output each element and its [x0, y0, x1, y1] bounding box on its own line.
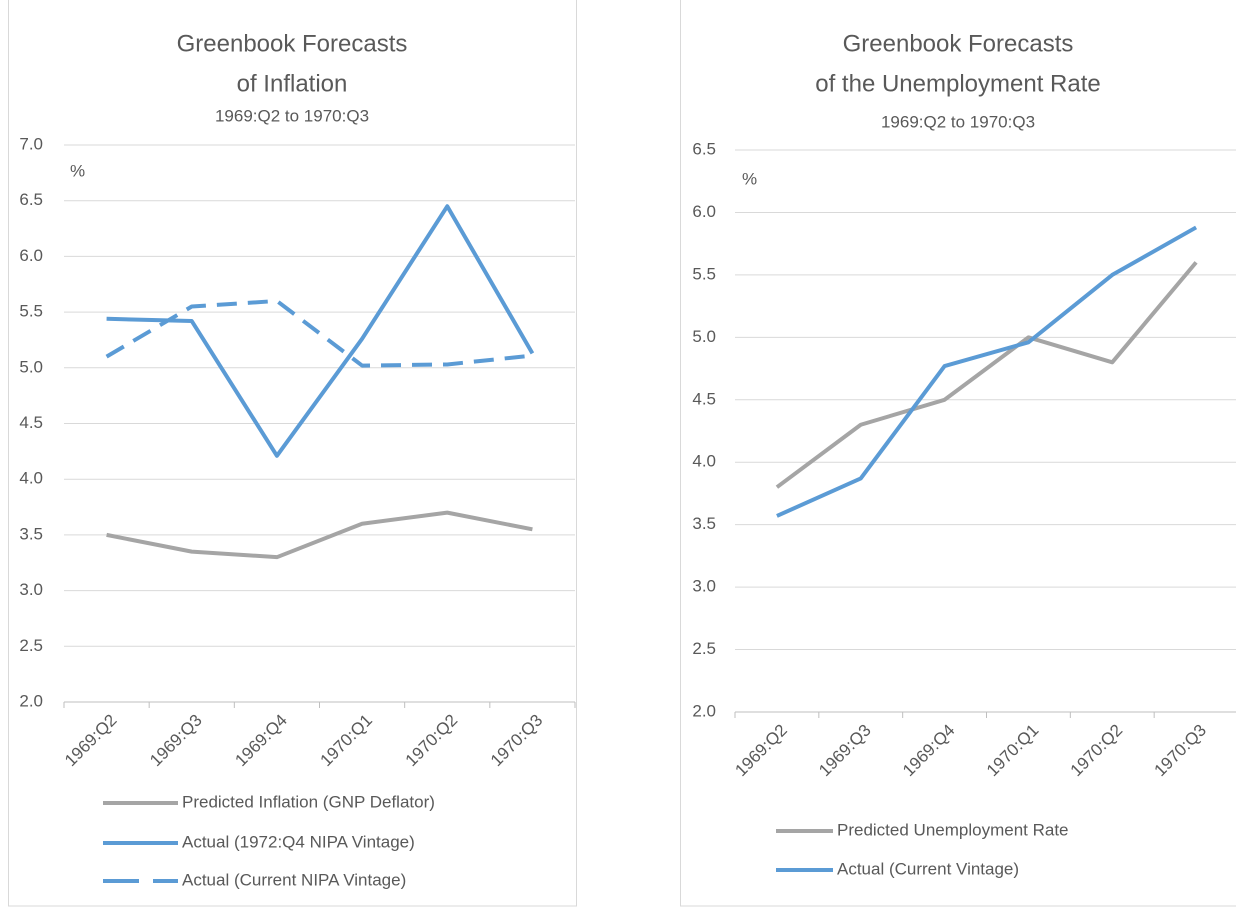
- x-tick-label: 1969:Q4: [231, 711, 291, 771]
- legend-label: Predicted Inflation (GNP Deflator): [182, 792, 435, 811]
- y-tick-label: 6.5: [19, 190, 43, 209]
- y-tick-label: 4.5: [692, 389, 716, 408]
- panel-border: [8, 0, 577, 907]
- y-tick-label: 4.0: [19, 469, 43, 488]
- x-tick-label: 1970:Q2: [402, 711, 462, 771]
- chart-subtitle: 1969:Q2 to 1970:Q3: [215, 106, 369, 125]
- panel-border: [680, 0, 1236, 907]
- y-tick-label: 4.5: [19, 413, 43, 432]
- y-unit: %: [70, 161, 85, 180]
- y-tick-label: 4.0: [692, 452, 716, 471]
- y-tick-label: 5.5: [692, 264, 716, 283]
- x-tick-label: 1970:Q2: [1067, 721, 1127, 781]
- y-tick-label: 3.0: [692, 577, 716, 596]
- y-tick-label: 2.5: [19, 636, 43, 655]
- series-line: [106, 204, 535, 458]
- series-line: [106, 510, 533, 560]
- x-tick-label: 1970:Q3: [1151, 721, 1211, 781]
- series-line: [775, 261, 1198, 489]
- y-tick-label: 3.5: [19, 524, 43, 543]
- y-tick-label: 5.0: [19, 357, 43, 376]
- x-tick-label: 1969:Q2: [61, 711, 121, 771]
- y-unit: %: [742, 169, 757, 188]
- y-tick-label: 5.0: [692, 327, 716, 346]
- x-tick-label: 1969:Q4: [899, 721, 959, 781]
- x-tick-label: 1969:Q3: [146, 711, 206, 771]
- legend-label: Actual (Current Vintage): [837, 859, 1019, 878]
- x-tick-label: 1970:Q1: [983, 721, 1043, 781]
- y-tick-label: 7.0: [19, 134, 43, 153]
- y-tick-label: 2.5: [692, 639, 716, 658]
- x-tick-label: 1969:Q2: [731, 721, 791, 781]
- legend-label: Actual (1972:Q4 NIPA Vintage): [182, 832, 415, 851]
- chart-title: Greenbook Forecasts: [843, 30, 1074, 57]
- y-tick-label: 2.0: [19, 691, 43, 710]
- y-tick-label: 6.5: [692, 139, 716, 158]
- x-tick-label: 1970:Q1: [317, 711, 377, 771]
- chart-subtitle: 1969:Q2 to 1970:Q3: [881, 112, 1035, 131]
- y-tick-label: 3.5: [692, 514, 716, 533]
- y-tick-label: 5.5: [19, 302, 43, 321]
- y-tick-label: 6.0: [692, 202, 716, 221]
- y-tick-label: 3.0: [19, 580, 43, 599]
- legend-label: Predicted Unemployment Rate: [837, 820, 1069, 839]
- chart-title: Greenbook Forecasts: [177, 30, 408, 57]
- y-tick-label: 2.0: [692, 701, 716, 720]
- series-line: [105, 298, 533, 368]
- series-line: [776, 225, 1198, 518]
- x-tick-label: 1969:Q3: [815, 721, 875, 781]
- chart-title: of Inflation: [237, 70, 348, 97]
- x-tick-label: 1970:Q3: [487, 711, 547, 771]
- chart-title: of the Unemployment Rate: [815, 70, 1100, 97]
- legend-label: Actual (Current NIPA Vintage): [182, 870, 406, 889]
- y-tick-label: 6.0: [19, 246, 43, 265]
